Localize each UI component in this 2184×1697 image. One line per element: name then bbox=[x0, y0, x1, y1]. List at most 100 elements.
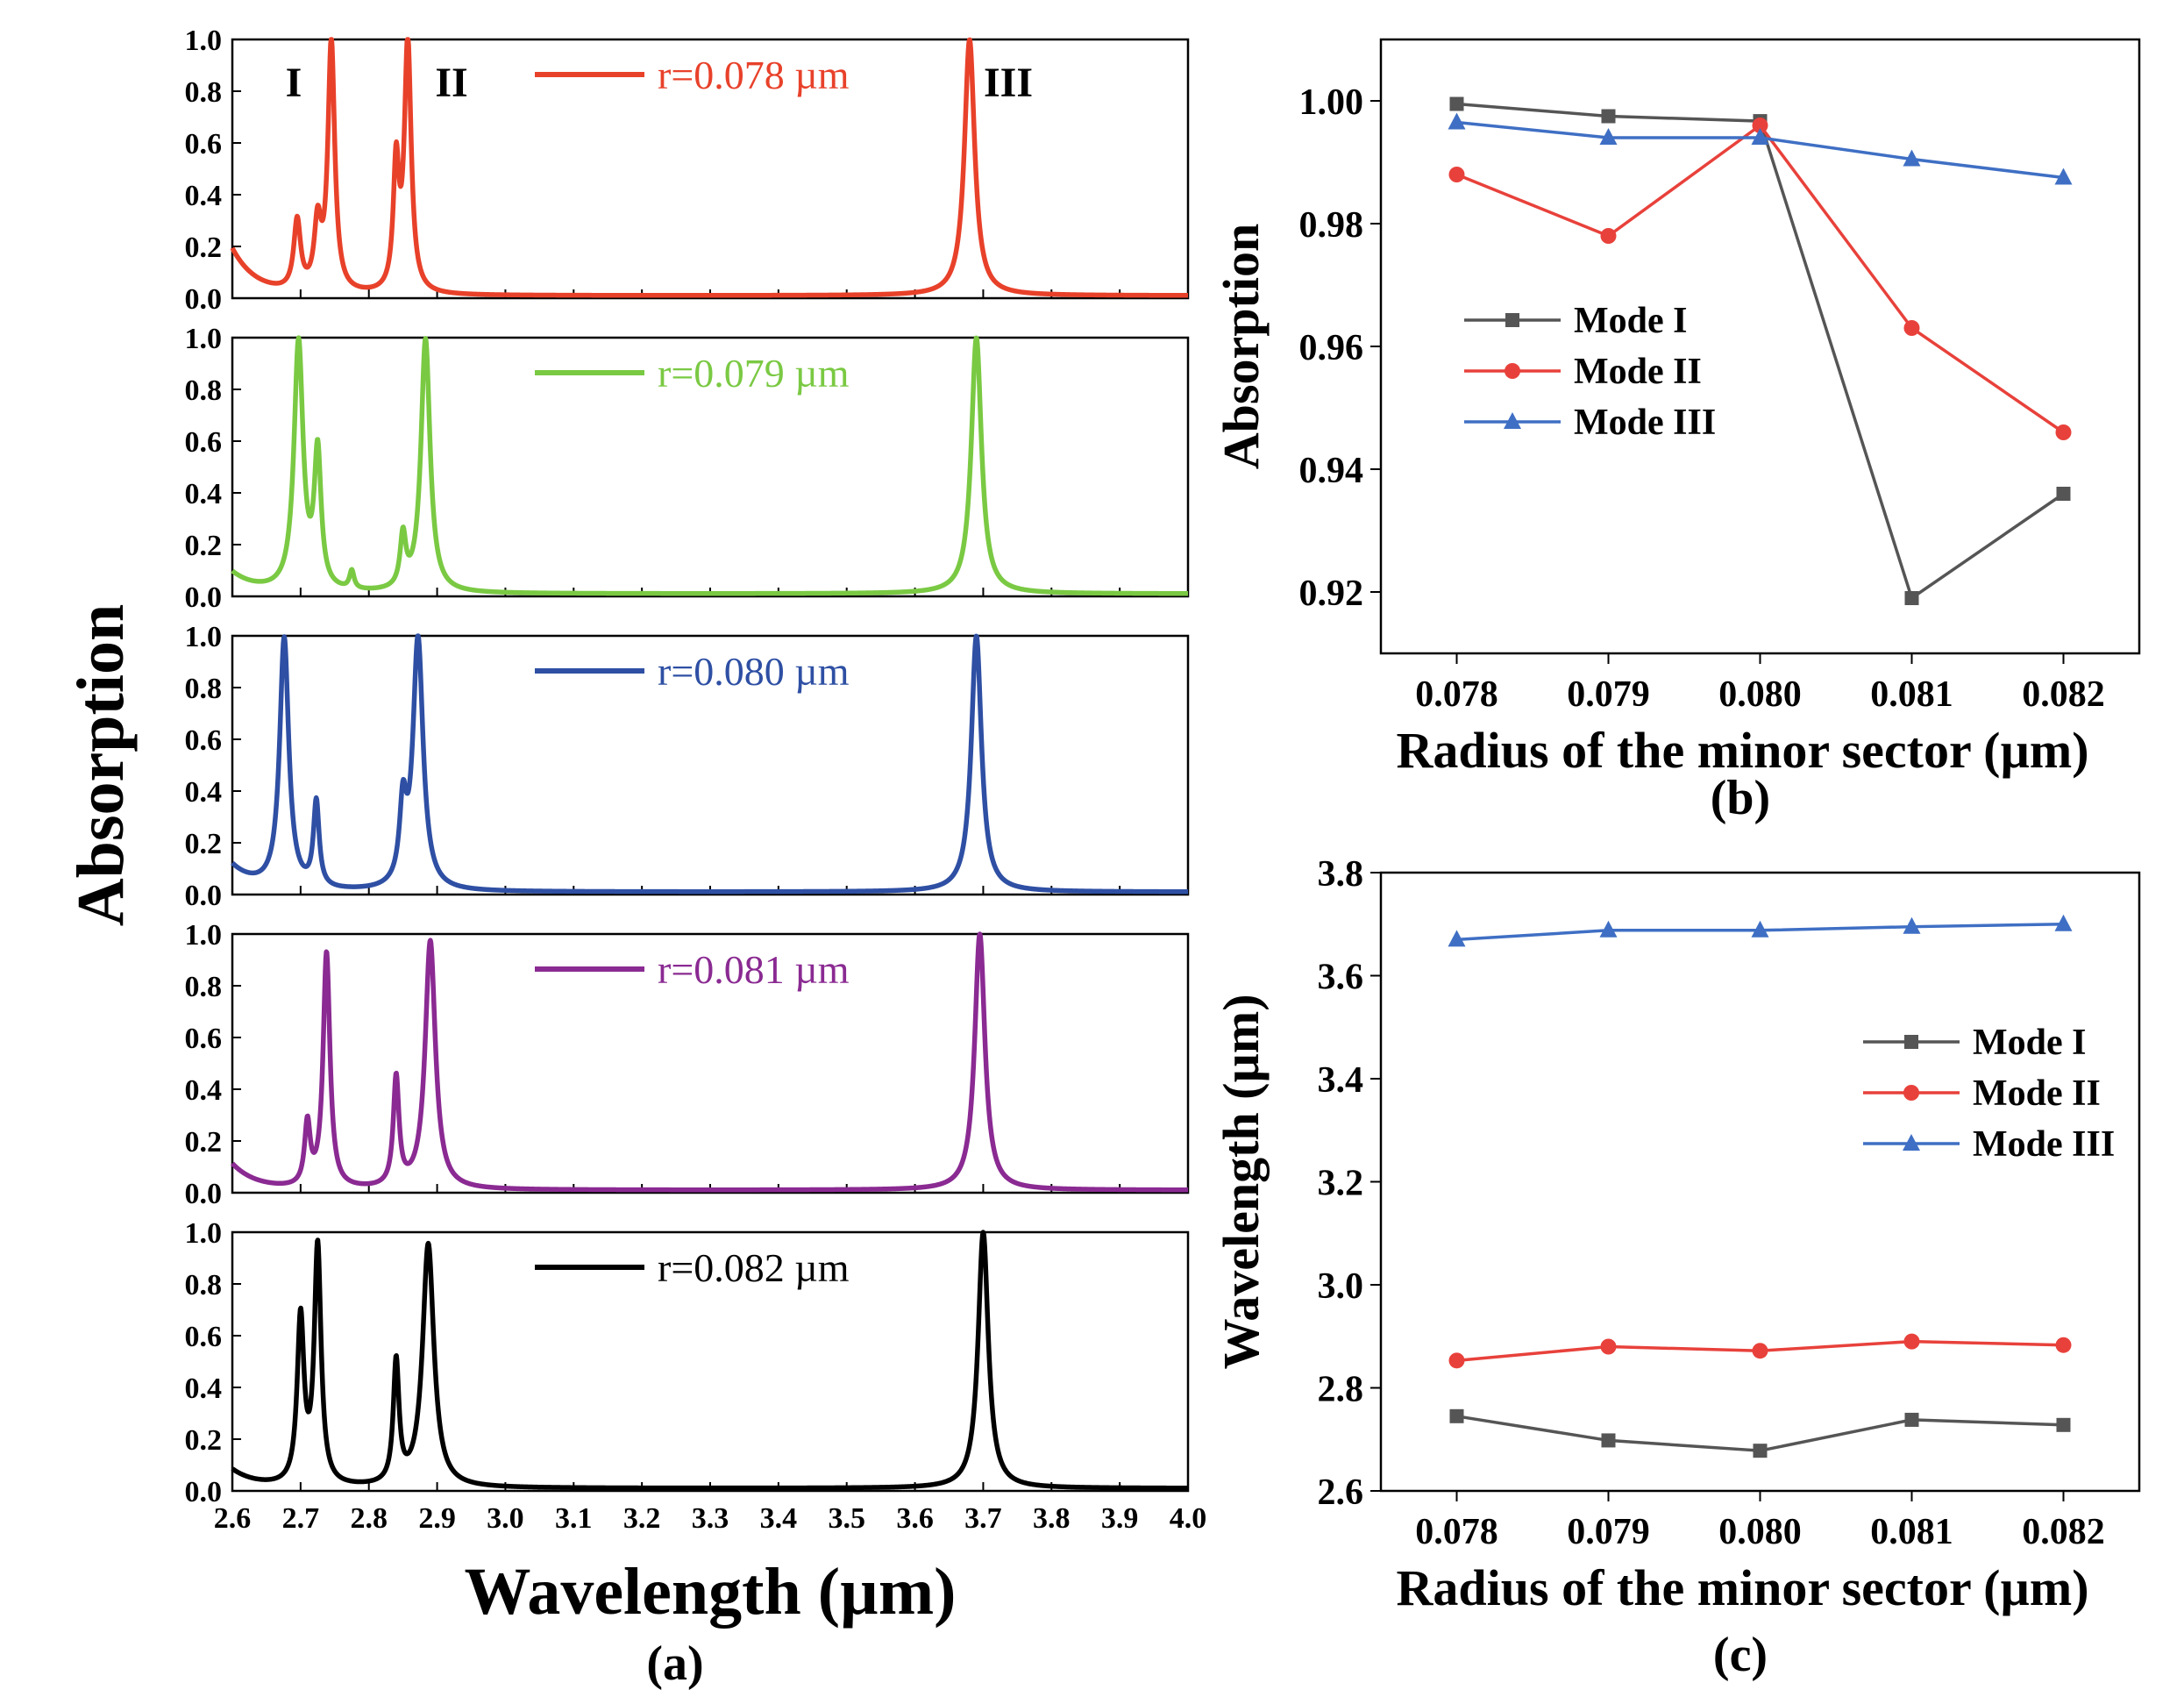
panel-b: 0.92 0.94 0.96 0.98 1.00 0.078 0.079 0.080 0.081… bbox=[1213, 38, 2141, 779]
mode-label-i: I bbox=[286, 60, 302, 106]
legend-label: Mode II bbox=[1574, 352, 1702, 392]
series-mode-ii: Mode II bbox=[1448, 118, 2072, 440]
x-tick-label: 2.6 bbox=[214, 1502, 252, 1535]
y-tick-label: 0.6 bbox=[185, 426, 223, 459]
y-tick-label: 0.2 bbox=[185, 828, 223, 860]
y-tick-label: 0.4 bbox=[185, 1373, 223, 1405]
x-tick-label: 0.079 bbox=[1567, 1512, 1650, 1552]
y-tick-label: 0.94 bbox=[1299, 451, 1364, 491]
data-point bbox=[1903, 320, 1920, 336]
data-point bbox=[1903, 149, 1921, 167]
x-tick-label: 0.082 bbox=[2022, 1512, 2105, 1552]
panel-c-label: (c) bbox=[1713, 1628, 1768, 1682]
x-tick-label: 3.8 bbox=[1033, 1502, 1071, 1535]
data-point bbox=[1751, 128, 1769, 145]
spectrum-subplot-3: 0.0 0.2 0.4 0.6 0.8 1.0 r=0.080 µm bbox=[185, 621, 1191, 912]
y-tick-label: 0.4 bbox=[185, 180, 223, 212]
y-tick-label: 3.2 bbox=[1318, 1164, 1364, 1204]
y-tick-label: 1.0 bbox=[185, 25, 223, 57]
y-tick-label: 0.98 bbox=[1299, 205, 1364, 246]
y-tick-label: 1.0 bbox=[185, 919, 223, 952]
x-tick-label: 3.9 bbox=[1101, 1502, 1139, 1535]
spectrum-line-r-0-078-m bbox=[230, 37, 1191, 298]
x-tick-label: 3.1 bbox=[555, 1502, 593, 1535]
data-point bbox=[1903, 1333, 1920, 1350]
legend-label: r=0.079 µm bbox=[658, 351, 850, 396]
y-tick-label: 0.2 bbox=[185, 1126, 223, 1159]
y-tick-label: 0.0 bbox=[185, 581, 223, 614]
y-tick-label: 2.8 bbox=[1318, 1370, 1364, 1410]
legend-label: r=0.080 µm bbox=[658, 649, 850, 694]
data-point bbox=[1601, 1433, 1616, 1448]
legend-label: r=0.081 µm bbox=[658, 947, 850, 992]
mode-label-iii: III bbox=[984, 60, 1033, 106]
data-point bbox=[2054, 914, 2073, 931]
x-tick-label: 0.080 bbox=[1718, 1512, 1802, 1552]
data-point bbox=[2056, 1417, 2071, 1432]
y-tick-label: 0.0 bbox=[185, 1476, 223, 1508]
y-tick-label: 2.6 bbox=[1318, 1472, 1364, 1513]
x-tick-label: 4.0 bbox=[1170, 1502, 1207, 1535]
x-tick-label: 3.6 bbox=[896, 1502, 934, 1535]
y-tick-label: 0.6 bbox=[185, 724, 223, 757]
legend-marker bbox=[1505, 363, 1520, 379]
x-tick-label: 3.2 bbox=[623, 1502, 661, 1535]
x-axis-label: Wavelength (µm) bbox=[465, 1555, 957, 1629]
data-point bbox=[1903, 916, 1921, 934]
x-tick-label: 2.8 bbox=[350, 1502, 388, 1535]
x-tick-label: 3.4 bbox=[760, 1502, 798, 1535]
x-tick-label: 3.5 bbox=[828, 1502, 865, 1535]
legend-label: Mode I bbox=[1973, 1023, 2087, 1063]
panel-b-label: (b) bbox=[1711, 771, 1770, 825]
x-tick-label: 3.7 bbox=[964, 1502, 1002, 1535]
x-tick-label: 2.7 bbox=[282, 1502, 320, 1535]
legend-marker bbox=[1903, 1134, 1920, 1151]
y-tick-label: 0.8 bbox=[185, 1269, 223, 1301]
y-tick-label: 3.6 bbox=[1318, 958, 1364, 998]
data-point bbox=[1448, 167, 1465, 182]
data-point bbox=[1753, 1444, 1768, 1458]
data-point bbox=[1448, 1352, 1465, 1369]
y-tick-label: 3.8 bbox=[1318, 854, 1364, 895]
y-tick-label: 0.8 bbox=[185, 673, 223, 705]
series-mode-ii: Mode II bbox=[1448, 1073, 2101, 1369]
x-axis-label: Radius of the minor sector (µm) bbox=[1396, 1559, 2088, 1616]
data-point bbox=[1904, 591, 1919, 605]
x-axis-label: Radius of the minor sector (µm) bbox=[1396, 722, 2088, 779]
series-mode-iii: Mode III bbox=[1448, 112, 2073, 443]
y-tick-label: 3.0 bbox=[1318, 1266, 1364, 1307]
data-point bbox=[1599, 920, 1618, 938]
spectrum-line-r-0-079-m bbox=[230, 335, 1191, 596]
spectrum-subplot-4: 0.0 0.2 0.4 0.6 0.8 1.0 r=0.081 µm bbox=[185, 919, 1191, 1210]
data-point bbox=[1448, 112, 1466, 130]
data-point bbox=[2055, 424, 2072, 440]
spectrum-line-r-0-082-m bbox=[230, 1230, 1191, 1491]
y-tick-label: 0.0 bbox=[185, 1178, 223, 1210]
y-tick-label: 0.4 bbox=[185, 478, 223, 510]
data-point bbox=[1904, 1412, 1919, 1427]
y-tick-label: 1.0 bbox=[185, 1217, 223, 1250]
x-tick-label: 0.078 bbox=[1415, 674, 1498, 715]
y-tick-label: 0.4 bbox=[185, 1074, 223, 1107]
y-tick-label: 1.00 bbox=[1299, 82, 1364, 123]
data-point bbox=[1751, 920, 1769, 938]
legend-label: Mode III bbox=[1973, 1124, 2115, 1165]
y-tick-label: 0.4 bbox=[185, 776, 223, 809]
data-point bbox=[1600, 1338, 1617, 1355]
spectrum-line-r-0-081-m bbox=[230, 931, 1191, 1193]
panel-a: 0.00.20.40.60.81.0r=0.078 µmI II III0.00.2… bbox=[64, 25, 1206, 1629]
spectrum-subplot-5: 0.0 0.2 0.4 0.6 0.8 1.0 r=0.082 µm bbox=[185, 1217, 1191, 1508]
y-tick-label: 1.0 bbox=[185, 621, 223, 653]
data-point bbox=[2055, 1337, 2072, 1353]
x-tick-label: 0.081 bbox=[1870, 674, 1953, 715]
x-tick-label: 0.078 bbox=[1415, 1512, 1498, 1552]
data-point bbox=[1448, 930, 1466, 947]
y-tick-label: 0.6 bbox=[185, 1023, 223, 1055]
data-point bbox=[1449, 1408, 1464, 1423]
legend-label: Mode III bbox=[1574, 403, 1716, 443]
y-tick-label: 0.6 bbox=[185, 1321, 223, 1353]
y-tick-label: 0.0 bbox=[185, 283, 223, 316]
legend-label: r=0.082 µm bbox=[658, 1245, 850, 1290]
data-point bbox=[1601, 109, 1616, 124]
